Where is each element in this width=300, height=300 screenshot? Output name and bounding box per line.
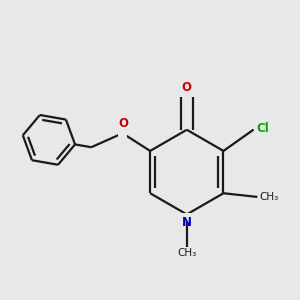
- Text: CH₃: CH₃: [177, 248, 196, 258]
- Text: N: N: [182, 216, 192, 229]
- Bar: [182, 89, 191, 97]
- Bar: [182, 213, 191, 221]
- Text: O: O: [118, 117, 128, 130]
- Text: O: O: [182, 81, 192, 94]
- Text: Cl: Cl: [256, 122, 269, 135]
- Bar: [254, 125, 268, 134]
- Text: CH₃: CH₃: [260, 192, 279, 202]
- Bar: [118, 128, 127, 136]
